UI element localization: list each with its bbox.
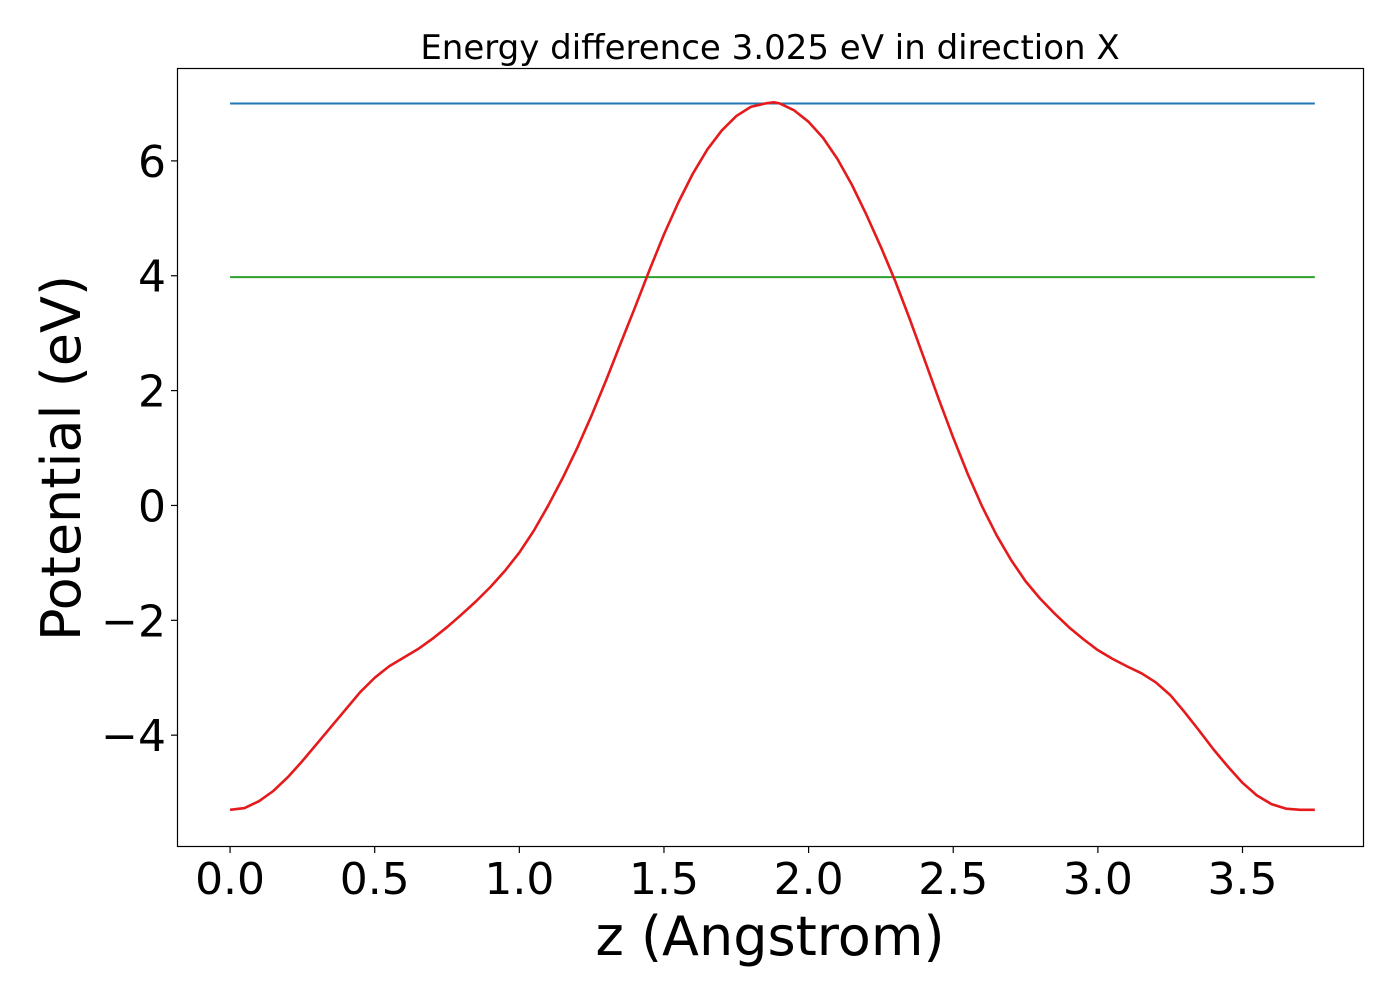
x-tick-label: 3.5 xyxy=(1208,854,1278,905)
y-tick-label: 6 xyxy=(138,137,166,188)
x-tick-label: 1.0 xyxy=(484,854,554,905)
y-tick-label: 0 xyxy=(138,481,166,532)
chart-title: Energy difference 3.025 eV in direction … xyxy=(420,28,1119,68)
y-tick-label: −2 xyxy=(101,596,166,647)
x-axis: 0.0 0.5 1.0 1.5 2.0 2.5 3.0 3.5 xyxy=(195,846,1277,905)
plot-frame xyxy=(176,67,1365,848)
x-tick-label: 2.5 xyxy=(918,854,988,905)
y-tick-label: 2 xyxy=(138,367,166,418)
y-tick-label: 4 xyxy=(138,252,166,303)
y-axis: −4 −2 0 2 4 6 xyxy=(101,137,178,762)
x-axis-label: z (Angstrom) xyxy=(595,905,944,968)
x-tick-label: 3.0 xyxy=(1063,854,1133,905)
x-tick-label: 2.0 xyxy=(774,854,844,905)
x-tick-label: 0.0 xyxy=(195,854,265,905)
x-tick-label: 0.5 xyxy=(340,854,410,905)
y-axis-label: Potential (eV) xyxy=(30,275,93,641)
y-tick-label: −4 xyxy=(101,711,166,762)
series-layer xyxy=(229,101,1315,812)
series-line-3 xyxy=(229,101,1315,812)
x-tick-label: 1.5 xyxy=(629,854,699,905)
